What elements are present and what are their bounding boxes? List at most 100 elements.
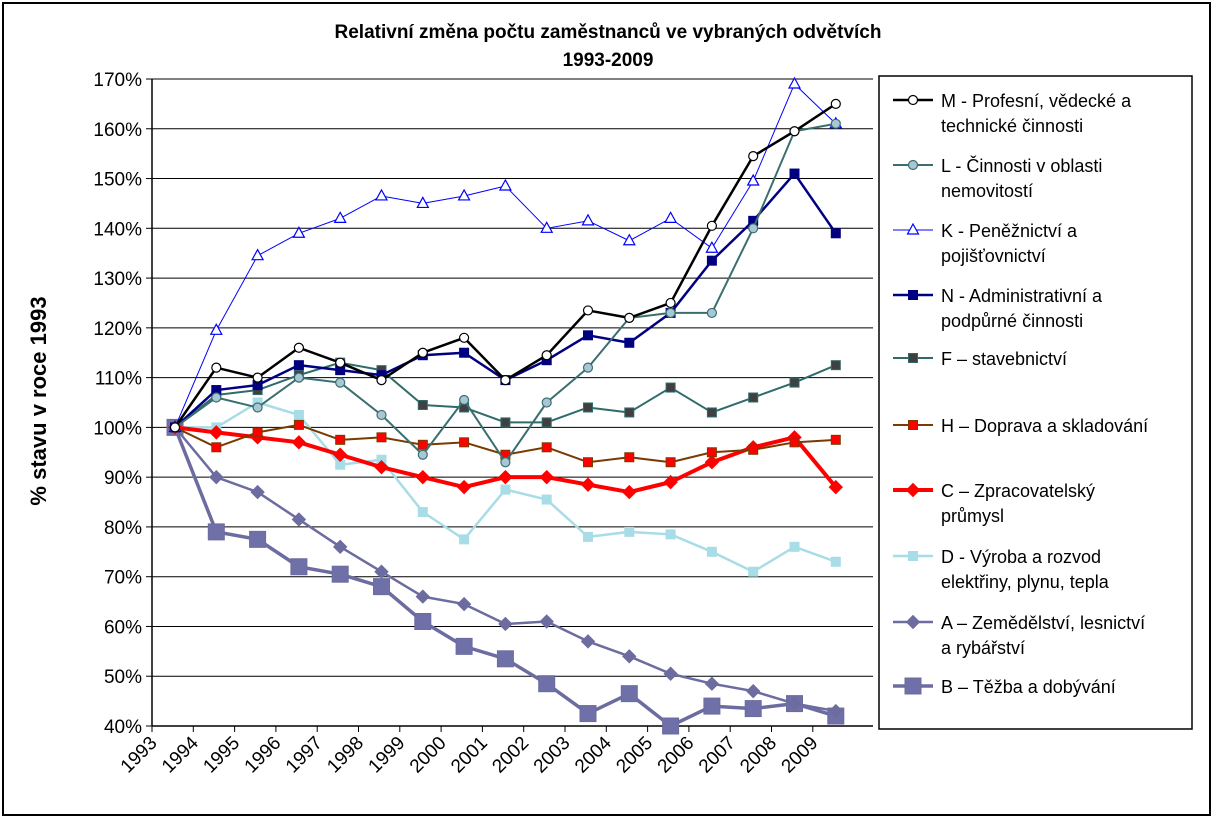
data-point xyxy=(828,703,844,719)
x-tick-label: 2005 xyxy=(612,733,657,778)
legend-entry: C – Zpracovatelský průmysl xyxy=(893,481,1095,526)
data-point xyxy=(539,614,554,629)
data-point xyxy=(622,233,636,246)
legend-label: F – stavebnictví xyxy=(941,349,1067,369)
data-point xyxy=(830,228,841,239)
data-point xyxy=(789,168,800,179)
data-point xyxy=(789,377,800,388)
legend-label: B – Těžba a dobývání xyxy=(941,677,1116,697)
legend-label: C – Zpracovatelský xyxy=(941,481,1095,501)
legend-label: elektřiny, plynu, tepla xyxy=(941,572,1110,592)
data-point xyxy=(417,439,428,450)
legend-entry: M - Profesní, vědecké a technické činnost… xyxy=(893,91,1132,136)
series-5 xyxy=(170,419,841,468)
data-point xyxy=(496,650,514,668)
data-point xyxy=(376,409,387,421)
data-point xyxy=(706,546,717,557)
x-tick-label: 2002 xyxy=(488,733,533,778)
legend-entry: A – Zemědělství, lesnictví a rybářství xyxy=(893,613,1145,658)
data-point xyxy=(581,213,595,226)
legend-label: N - Administrativní a xyxy=(941,286,1103,306)
data-point xyxy=(500,457,511,468)
gridlines xyxy=(152,78,873,677)
legend-entry: N - Administrativní a podpůrné činnosti xyxy=(893,286,1103,331)
legend-label: H – Doprava a skladování xyxy=(941,416,1148,436)
data-point xyxy=(252,427,263,438)
data-point xyxy=(748,566,759,577)
y-tick-label: 60% xyxy=(104,617,142,638)
data-point xyxy=(828,479,844,495)
data-point xyxy=(374,564,389,579)
data-point xyxy=(293,419,304,430)
legend-label: podpůrné činnosti xyxy=(941,311,1083,331)
legend-marker xyxy=(907,94,919,106)
legend: M - Profesní, vědecké a technické činnost… xyxy=(878,75,1193,730)
x-tick-label: 2000 xyxy=(406,733,451,778)
data-point xyxy=(789,541,800,552)
data-point xyxy=(291,435,307,450)
data-point xyxy=(498,616,513,632)
series-line xyxy=(174,122,836,464)
data-point xyxy=(373,578,390,596)
data-point xyxy=(209,323,223,335)
series-line xyxy=(174,426,837,713)
data-point xyxy=(457,188,471,201)
data-point xyxy=(211,442,222,453)
legend-label: K - Peněžnictví a xyxy=(941,221,1078,241)
data-point xyxy=(252,372,263,383)
data-point xyxy=(704,676,720,691)
data-point xyxy=(624,337,635,348)
y-tick-label: 150% xyxy=(93,170,142,191)
legend-label: L - Činnosti v oblasti xyxy=(941,155,1102,176)
y-tick-label: 110% xyxy=(95,369,142,390)
data-point xyxy=(417,506,428,517)
data-point xyxy=(624,407,635,418)
data-point xyxy=(579,705,597,723)
data-point xyxy=(415,469,431,485)
data-point xyxy=(830,360,841,371)
x-tick-label: 1993 xyxy=(117,733,162,778)
data-point xyxy=(583,402,593,413)
data-point xyxy=(211,392,222,403)
data-point xyxy=(417,449,428,460)
data-point xyxy=(624,526,635,537)
data-point xyxy=(541,350,552,361)
x-tick-label: 2007 xyxy=(695,733,740,778)
data-point xyxy=(830,556,841,567)
data-point xyxy=(706,407,717,418)
legend-marker xyxy=(908,551,918,561)
data-point xyxy=(706,307,718,319)
y-tick-label: 80% xyxy=(104,518,142,539)
data-point xyxy=(498,178,512,191)
legend-box xyxy=(878,75,1193,730)
data-point xyxy=(500,375,511,386)
data-point xyxy=(456,479,472,495)
legend-label: M - Profesní, vědecké a xyxy=(941,91,1132,111)
data-point xyxy=(663,474,678,490)
data-point xyxy=(251,248,265,261)
data-point xyxy=(620,685,638,703)
data-point xyxy=(249,530,267,548)
data-point xyxy=(540,221,554,233)
legend-label: průmysl xyxy=(941,506,1004,526)
data-point xyxy=(538,675,556,693)
series-8 xyxy=(167,420,844,719)
data-point xyxy=(541,494,552,505)
data-point xyxy=(207,523,225,541)
data-point xyxy=(335,434,346,445)
y-tick-label: 120% xyxy=(93,319,142,340)
x-tick-label: 2004 xyxy=(571,732,616,777)
data-point xyxy=(376,375,387,386)
data-point xyxy=(665,307,676,319)
x-tick-label: 2008 xyxy=(736,733,781,778)
data-point xyxy=(703,697,721,715)
legend-marker xyxy=(906,222,920,235)
data-point xyxy=(500,417,511,428)
x-tick-label: 2001 xyxy=(447,733,492,778)
series-9 xyxy=(166,418,845,735)
data-point xyxy=(539,469,554,485)
data-point xyxy=(830,98,841,109)
data-point xyxy=(789,437,800,448)
y-axis-label: % stavu v roce 1993 xyxy=(26,296,51,505)
